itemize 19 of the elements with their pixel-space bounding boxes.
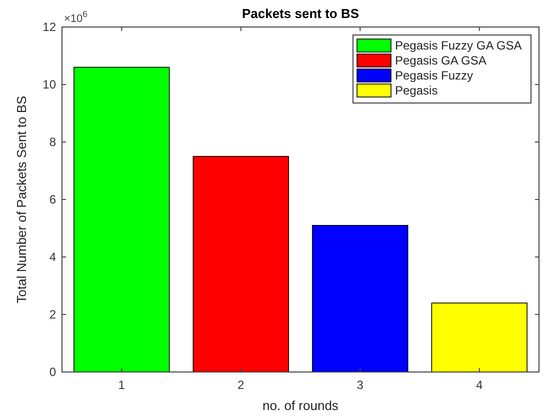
- legend-label: Pegasis GA GSA: [395, 54, 486, 68]
- text: ×10$^{6}$: [64, 9, 88, 25]
- chart-title: Packets sent to BS: [242, 6, 360, 21]
- y-tick-label: 2: [49, 308, 56, 322]
- y-tick-label: 6: [49, 192, 56, 207]
- x-tick-label: 1: [118, 378, 126, 392]
- legend-label: Pegasis Fuzzy GA GSA: [395, 38, 522, 53]
- y-tick-label: 10: [42, 78, 56, 92]
- y-axis-title: Total Number of Packets Sent to BS: [14, 95, 29, 304]
- y-tick-label: 8: [49, 135, 56, 150]
- x-tick-label: 3: [356, 378, 364, 392]
- legend-label: Pegasis Fuzzy: [395, 68, 474, 83]
- y-tick-label: 0: [49, 365, 56, 380]
- y-tick-label: 4: [49, 250, 56, 264]
- x-tick-label: 2: [238, 378, 245, 392]
- legend-label: Pegasis: [395, 84, 438, 98]
- y-tick-label: 12: [42, 20, 56, 34]
- x-axis-title: no. of rounds: [262, 398, 339, 413]
- x-tick-label: 4: [476, 378, 484, 392]
